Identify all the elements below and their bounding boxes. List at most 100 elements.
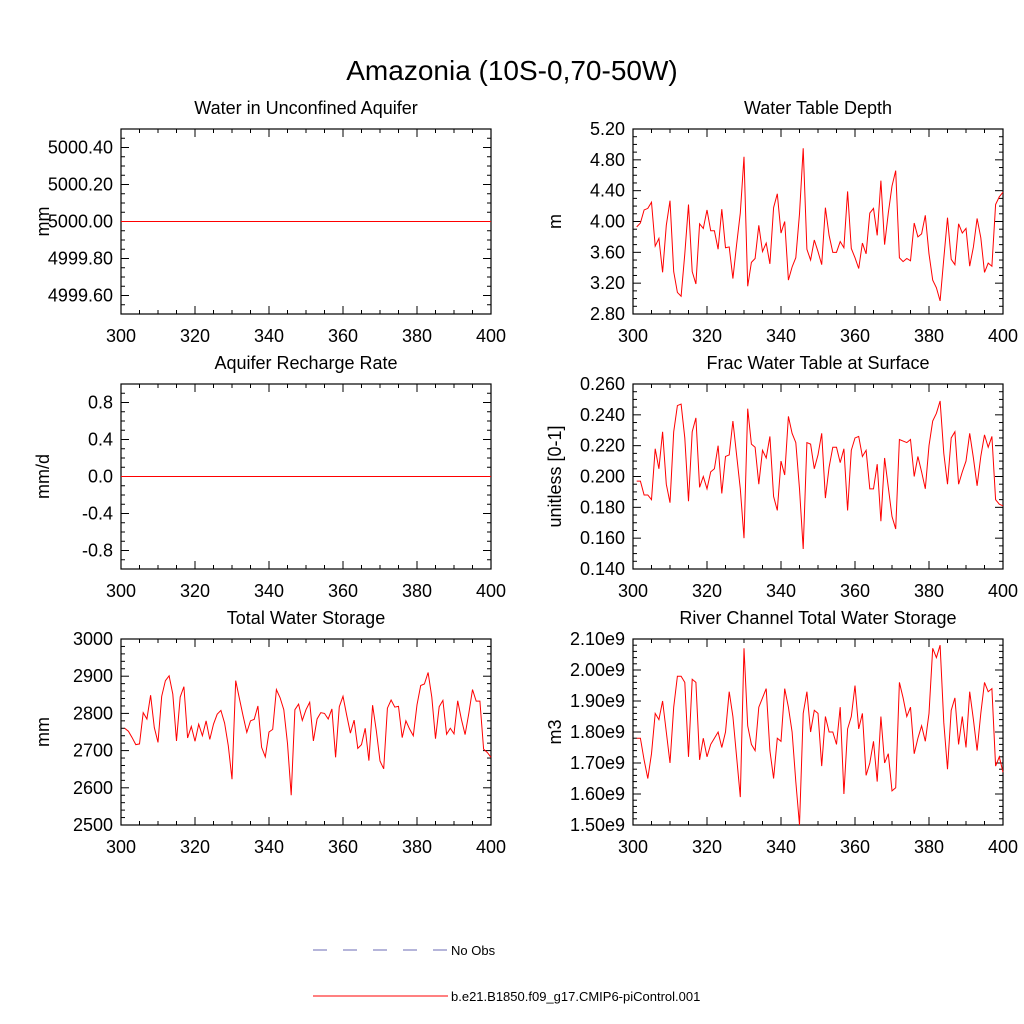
panel-aquifer-recharge: Aquifer Recharge Rate mm/d 300 320 340 360 380… [33, 353, 506, 601]
panel-title: Water in Unconfined Aquifer [194, 98, 417, 118]
y-tick-label: 5000.40 [48, 138, 113, 158]
x-tick-label: 300 [106, 837, 136, 857]
x-tick-label: 300 [618, 837, 648, 857]
x-tick-label: 400 [476, 326, 506, 346]
y-tick-label: 1.60e9 [570, 784, 625, 804]
x-tick-label: 320 [692, 326, 722, 346]
y-axis-label: mm [33, 717, 53, 747]
panel-title: Total Water Storage [227, 608, 385, 628]
panel-total-water-storage: Total Water Storage mm 300 320 340 360 380 400 2… [33, 608, 506, 857]
x-tick-label: 400 [476, 581, 506, 601]
y-tick-label: 0.220 [580, 436, 625, 456]
panel-title: Water Table Depth [744, 98, 892, 118]
y-tick-label: 0.0 [88, 467, 113, 487]
series-line [124, 672, 492, 796]
x-tick-label: 320 [180, 837, 210, 857]
y-tick-label: 2900 [73, 666, 113, 686]
x-tick-label: 360 [840, 837, 870, 857]
x-tick-label: 340 [254, 326, 284, 346]
series-line [636, 645, 1004, 826]
y-tick-label: 5000.00 [48, 212, 113, 232]
y-tick-label: 0.240 [580, 405, 625, 425]
panel-water-in-aquifer: Water in Unconfined Aquifer mm 300 320 340 36… [33, 98, 506, 346]
y-tick-label: 2500 [73, 815, 113, 835]
x-tick-label: 320 [180, 326, 210, 346]
y-tick-label: 3000 [73, 629, 113, 649]
panel-title: Frac Water Table at Surface [706, 353, 929, 373]
x-tick-label: 300 [618, 326, 648, 346]
y-axis-label: mm/d [33, 454, 53, 499]
y-tick-label: -0.4 [82, 504, 113, 524]
y-tick-label: 2700 [73, 741, 113, 761]
y-tick-label: 0.8 [88, 393, 113, 413]
y-tick-label: 2.10e9 [570, 629, 625, 649]
legend-label-no-obs: No Obs [451, 943, 496, 958]
x-tick-label: 320 [692, 837, 722, 857]
x-tick-label: 340 [254, 837, 284, 857]
panel-river-channel-storage: River Channel Total Water Storage m3 300 32… [545, 608, 1018, 857]
x-tick-label: 400 [988, 837, 1018, 857]
plot-frame [632, 383, 1004, 570]
x-tick-label: 360 [328, 581, 358, 601]
x-tick-label: 360 [840, 581, 870, 601]
y-tick-label: 1.90e9 [570, 691, 625, 711]
legend: No Obs b.e21.B1850.f09_g17.CMIP6-piContr… [313, 943, 700, 1004]
panel-water-table-depth: Water Table Depth m 300 320 340 360 380 400 2.80… [545, 98, 1018, 346]
y-tick-label: 0.260 [580, 374, 625, 394]
y-axis-label: unitless [0-1] [545, 425, 565, 527]
x-tick-label: 320 [692, 581, 722, 601]
x-tick-label: 400 [476, 837, 506, 857]
y-axis-label: mm [33, 207, 53, 237]
panel-title: River Channel Total Water Storage [679, 608, 956, 628]
x-tick-label: 300 [106, 326, 136, 346]
x-tick-label: 380 [402, 837, 432, 857]
y-tick-label: 4999.60 [48, 286, 113, 306]
y-tick-label: 4.80 [590, 150, 625, 170]
y-tick-label: 4.00 [590, 212, 625, 232]
x-tick-label: 380 [402, 326, 432, 346]
series-line [636, 148, 1004, 302]
x-tick-label: 320 [180, 581, 210, 601]
y-tick-label: 3.60 [590, 242, 625, 262]
y-tick-label: 0.180 [580, 497, 625, 517]
x-tick-label: 380 [914, 326, 944, 346]
x-tick-label: 300 [106, 581, 136, 601]
x-tick-label: 340 [766, 837, 796, 857]
y-tick-label: 0.160 [580, 528, 625, 548]
panel-title: Aquifer Recharge Rate [214, 353, 397, 373]
series-line [636, 400, 1004, 549]
x-tick-label: 400 [988, 326, 1018, 346]
y-tick-label: 5.20 [590, 119, 625, 139]
y-tick-label: -0.8 [82, 541, 113, 561]
y-tick-label: 0.200 [580, 467, 625, 487]
x-tick-label: 340 [766, 326, 796, 346]
x-tick-label: 380 [914, 581, 944, 601]
y-tick-label: 0.140 [580, 559, 625, 579]
y-tick-label: 0.4 [88, 430, 113, 450]
x-tick-label: 360 [840, 326, 870, 346]
x-tick-label: 380 [402, 581, 432, 601]
y-tick-label: 4999.80 [48, 249, 113, 269]
y-tick-label: 2.80 [590, 304, 625, 324]
plot-frame [632, 638, 1004, 826]
y-axis-label: m3 [545, 719, 565, 744]
x-tick-label: 300 [618, 581, 648, 601]
y-tick-label: 2600 [73, 778, 113, 798]
x-tick-label: 400 [988, 581, 1018, 601]
y-tick-label: 5000.20 [48, 175, 113, 195]
figure-title: Amazonia (10S-0,70-50W) [346, 55, 677, 86]
y-tick-label: 4.40 [590, 181, 625, 201]
y-tick-label: 1.80e9 [570, 722, 625, 742]
x-tick-label: 360 [328, 326, 358, 346]
plot-frame [120, 638, 492, 826]
legend-label-model: b.e21.B1850.f09_g17.CMIP6-piControl.001 [451, 989, 700, 1004]
y-axis-label: m [545, 214, 565, 229]
y-tick-label: 1.50e9 [570, 815, 625, 835]
x-tick-label: 340 [766, 581, 796, 601]
y-tick-label: 1.70e9 [570, 753, 625, 773]
x-tick-label: 360 [328, 837, 358, 857]
panel-frac-water-table: Frac Water Table at Surface unitless [0-1… [545, 353, 1018, 601]
x-tick-label: 340 [254, 581, 284, 601]
y-tick-label: 2800 [73, 703, 113, 723]
